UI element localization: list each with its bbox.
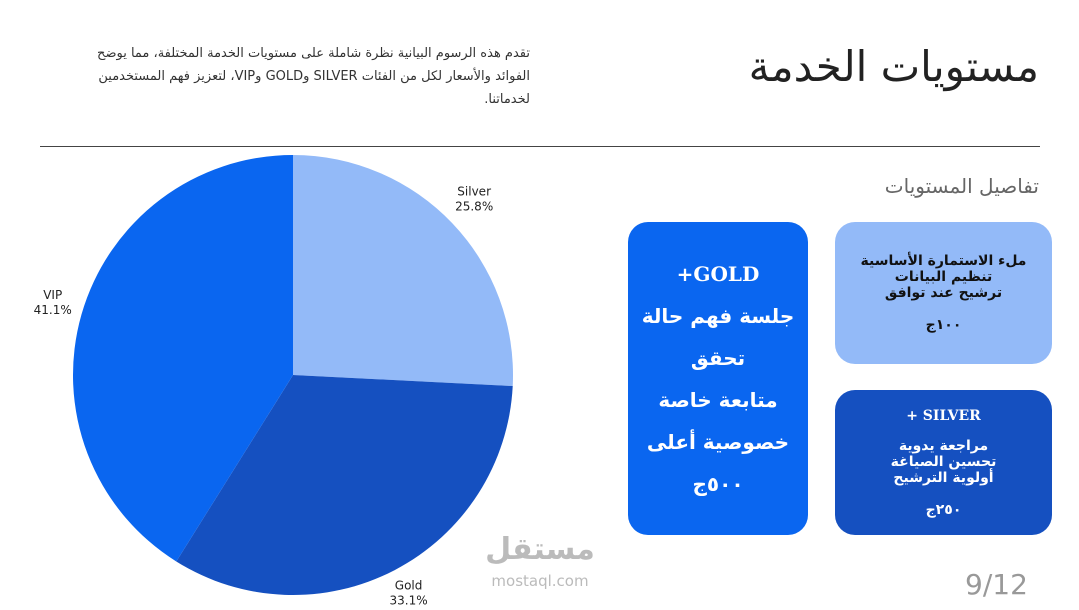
silver-card: + SILVER مراجعة يدوية تحسين الصياغة أولو… bbox=[835, 390, 1052, 535]
card-price: ١٠٠ج bbox=[925, 317, 962, 333]
description-line: لخدماتنا. bbox=[484, 92, 530, 107]
description-line: تقدم هذه الرسوم البيانية نظرة شاملة على … bbox=[97, 46, 530, 61]
card-title: +GOLD bbox=[676, 261, 760, 286]
card-price: ٢٥٠ج bbox=[925, 501, 962, 518]
card-title: + SILVER bbox=[906, 407, 981, 424]
watermark-url: mostaql.com bbox=[491, 572, 589, 590]
card-item: تحقق bbox=[690, 345, 746, 370]
card-item: تحسين الصياغة bbox=[890, 453, 997, 470]
card-item: جلسة فهم حالة bbox=[641, 303, 795, 328]
slice-label: Gold bbox=[395, 579, 423, 593]
title: مستويات الخدمة bbox=[748, 42, 1039, 91]
card-item: مراجعة يدوية bbox=[898, 437, 989, 454]
divider bbox=[40, 146, 1040, 147]
basic-card: ملء الاستمارة الأساسية تنظيم البيانات تر… bbox=[835, 222, 1052, 364]
slice-label: Silver bbox=[457, 185, 491, 199]
description-line: الفوائد والأسعار لكل من الفئات SILVER وG… bbox=[98, 69, 530, 84]
page-number: 9/12 bbox=[965, 568, 1028, 601]
slice-value-label: 25.8% bbox=[455, 200, 493, 214]
pie-slice bbox=[293, 155, 513, 387]
pie-slice bbox=[73, 155, 293, 562]
card-item: متابعة خاصة bbox=[658, 387, 778, 412]
watermark: مستقل bbox=[485, 532, 595, 567]
card-item: تنظيم البيانات bbox=[894, 269, 993, 285]
card-item: ترشيح عند توافق bbox=[884, 285, 1003, 301]
card-price: ٥٠٠ج bbox=[692, 471, 744, 496]
slice-value-label: 33.1% bbox=[390, 594, 428, 608]
slice-label: VIP bbox=[43, 288, 62, 302]
gold-card: +GOLD جلسة فهم حالة تحقق متابعة خاصة خصو… bbox=[628, 222, 808, 535]
pie-slice bbox=[176, 375, 513, 595]
card-item: خصوصية أعلى bbox=[646, 429, 790, 454]
slice-value-label: 41.1% bbox=[34, 303, 72, 317]
description: تقدم هذه الرسوم البيانية نظرة شاملة على … bbox=[10, 42, 530, 111]
details-heading: تفاصيل المستويات bbox=[884, 174, 1039, 198]
card-item: ملء الاستمارة الأساسية bbox=[860, 253, 1027, 269]
card-item: أولوية الترشيح bbox=[893, 469, 994, 486]
